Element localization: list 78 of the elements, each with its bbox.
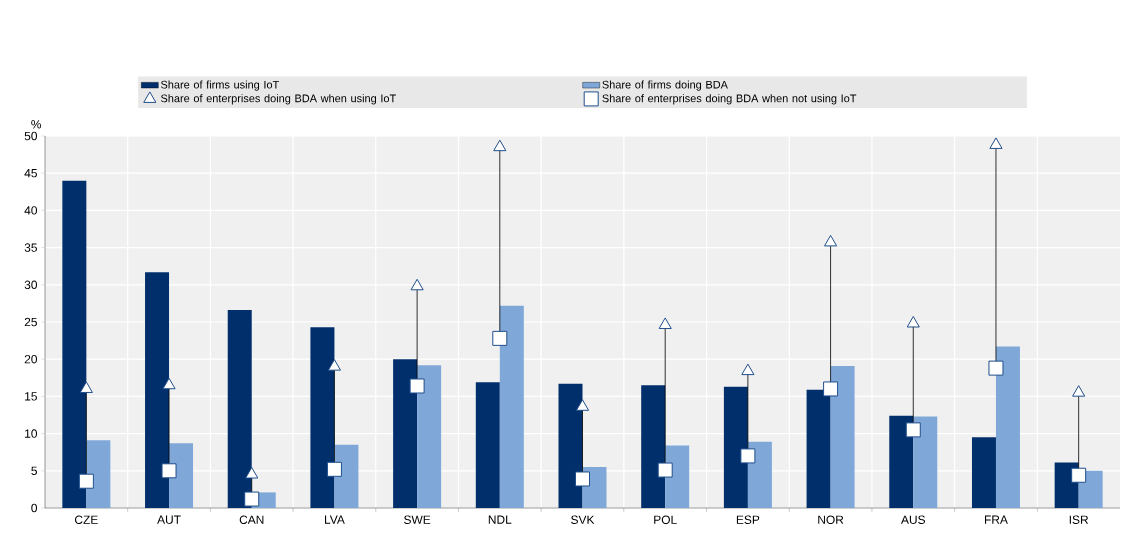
bar xyxy=(830,365,855,508)
y-tick-label: 35 xyxy=(24,243,37,252)
y-tick-label: 30 xyxy=(24,280,38,290)
bar xyxy=(665,445,690,508)
bar xyxy=(995,346,1020,508)
x-tick-label: NDL xyxy=(488,515,512,524)
point xyxy=(78,473,94,489)
bar xyxy=(806,389,831,508)
y-axis-title: % xyxy=(31,120,42,129)
point xyxy=(409,378,425,394)
point xyxy=(575,399,590,411)
legend-label: Share of enterprises doing BDA when using IoT xyxy=(161,94,396,105)
bar xyxy=(145,272,170,508)
y-tick-label: 10 xyxy=(25,429,38,438)
bar xyxy=(1078,470,1103,508)
point xyxy=(824,234,838,247)
bar xyxy=(417,365,442,508)
x-tick-label: POL xyxy=(654,515,677,524)
x-tick-label: SVK xyxy=(571,515,595,524)
x-tick-label: ESP xyxy=(736,515,760,524)
y-tick-label: 20 xyxy=(24,354,38,364)
x-tick-label: CZE xyxy=(75,515,98,524)
point xyxy=(79,381,93,393)
point xyxy=(410,278,424,291)
x-tick-label: NOR xyxy=(818,515,844,524)
x-tick-label: FRA xyxy=(985,515,1008,524)
point xyxy=(988,360,1004,376)
bar xyxy=(475,382,500,508)
point xyxy=(161,463,177,479)
x-tick-label: AUS xyxy=(901,515,926,524)
legend-label: Share of enterprises doing BDA when not using IoT xyxy=(602,94,857,105)
y-tick-label: 0 xyxy=(31,503,38,513)
legend-label: Share of firms using IoT xyxy=(161,80,279,91)
x-tick-label: CAN xyxy=(239,515,264,524)
bar xyxy=(86,440,111,508)
bar xyxy=(227,310,252,508)
point xyxy=(244,491,260,507)
point xyxy=(906,315,920,328)
point xyxy=(823,381,839,397)
bar xyxy=(169,443,194,508)
point xyxy=(326,461,342,477)
point xyxy=(493,139,507,152)
bar xyxy=(558,383,583,508)
point xyxy=(740,448,756,464)
y-tick-label: 5 xyxy=(31,466,37,475)
bar xyxy=(499,305,524,508)
x-tick-label: ISR xyxy=(1069,515,1089,524)
bar xyxy=(723,386,748,508)
y-tick-label: 50 xyxy=(24,131,38,141)
bar xyxy=(310,327,335,508)
y-tick-label: 40 xyxy=(24,206,38,215)
bar xyxy=(334,444,359,508)
bar xyxy=(913,416,938,508)
y-tick-label: 45 xyxy=(24,169,37,178)
point xyxy=(162,377,176,390)
point xyxy=(245,467,259,479)
y-tick-label: 15 xyxy=(25,392,37,401)
point xyxy=(989,137,1003,149)
bar xyxy=(393,359,418,508)
point xyxy=(658,317,672,329)
point xyxy=(575,471,590,487)
point xyxy=(1072,385,1086,397)
point xyxy=(657,462,673,478)
point xyxy=(1071,467,1087,483)
bar xyxy=(971,437,996,508)
x-tick-label: AUT xyxy=(157,515,181,524)
bar xyxy=(747,441,772,508)
bar xyxy=(641,385,666,508)
bar xyxy=(62,180,87,508)
point xyxy=(905,422,921,438)
point xyxy=(741,363,755,376)
x-tick-label: SWE xyxy=(404,515,431,524)
point xyxy=(492,330,508,346)
y-tick-label: 25 xyxy=(24,317,37,327)
legend-label: Share of firms doing BDA xyxy=(602,80,728,91)
x-tick-label: LVA xyxy=(325,515,345,524)
point xyxy=(327,359,341,371)
bar xyxy=(889,415,914,508)
